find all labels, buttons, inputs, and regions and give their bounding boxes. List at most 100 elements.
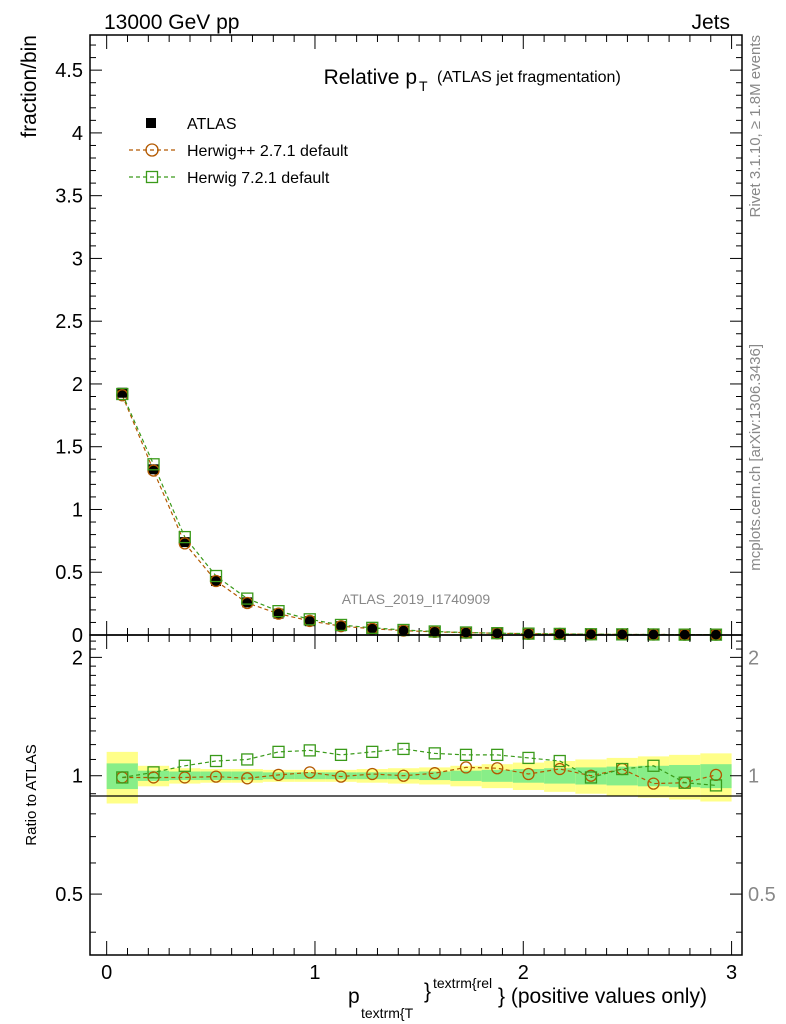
main-y-tick-label: 0 [72, 625, 83, 647]
main-title-rest: (ATLAS jet fragmentation) [437, 69, 621, 86]
herwig7-ratio-point [178, 759, 191, 772]
legend-marker-herwigpp [145, 143, 159, 157]
herwig7-point [553, 627, 566, 641]
atlas-data-point [242, 597, 253, 608]
herwig7-point [272, 605, 285, 618]
herwig7-ratio-point [428, 747, 441, 760]
herwig7-ratio-point [459, 748, 473, 762]
atlas-data-point [585, 629, 596, 640]
main-axis-ticks: 0 0.5 1 1.5 2 2.5 3 3.5 4 4.5 [55, 35, 742, 647]
herwig7-ratio-point [303, 744, 316, 757]
x-axis-label-main: p [348, 985, 360, 1008]
ratio-inner-band [669, 764, 701, 788]
herwigpp-ratio-point [491, 762, 504, 775]
herwig7-ratio-point [366, 745, 379, 759]
ratio-inner-band [137, 770, 170, 781]
herwig7-ratio-point [334, 748, 348, 762]
ratio-inner-band [325, 772, 357, 780]
herwig7-ratio-point [678, 776, 691, 789]
main-title: Relative p [324, 66, 417, 89]
ratio-y-tick-label-right: 0.5 [748, 884, 776, 906]
ratio-inner-band [231, 771, 263, 781]
x-axis-label-rest: } (positive values only) [498, 985, 707, 1008]
ratio-x-tick-label: 1 [309, 962, 320, 984]
herwigpp-ratio-point [178, 771, 191, 784]
ratio-inner-band [419, 771, 451, 781]
herwig7-ratio-point [272, 745, 285, 759]
ratio-y-tick-label-right: 1 [748, 766, 759, 788]
ratio-inner-band [512, 769, 545, 783]
legend-label-atlas: ATLAS [187, 116, 237, 133]
atlas-data-point [460, 627, 471, 638]
ratio-axis-ticks: 0.5 0.5 1 1 2 2 0 1 2 3 [55, 635, 776, 984]
herwigpp-ratio-point [553, 762, 566, 776]
atlas-data-point [429, 626, 440, 637]
herwig7-ratio-point [241, 753, 254, 766]
herwig7-point [241, 592, 254, 605]
ratio-inner-band [262, 772, 295, 780]
ratio-inner-band [200, 771, 232, 781]
main-y-tick-label: 0.5 [55, 562, 83, 584]
ratio-inner-band [294, 772, 326, 780]
ratio-series-layer [116, 742, 723, 792]
herwig7-ratio-point [647, 759, 660, 772]
herwig7-ratio-point [584, 771, 598, 784]
herwig7-ratio-point [147, 766, 160, 779]
atlas-data-point [554, 628, 565, 639]
ratio-inner-band [450, 770, 482, 781]
ratio-y-tick-label-right: 2 [748, 647, 759, 669]
mcplots-label: mcplots.cern.ch [arXiv:1306.3436] [747, 344, 764, 571]
legend-label-herwig7: Herwig 7.2.1 default [187, 170, 330, 187]
ratio-y-tick-label: 2 [72, 647, 83, 669]
legend-label-herwigpp: Herwig++ 2.7.1 default [187, 143, 349, 160]
atlas-data-point [523, 628, 534, 639]
atlas-data-point [367, 623, 378, 634]
ratio-y-tick-label: 0.5 [55, 884, 83, 906]
analysis-watermark: ATLAS_2019_I1740909 [342, 591, 491, 607]
herwig7-ratio-point [209, 754, 223, 768]
herwig7-ratio-point [709, 779, 723, 792]
herwigpp-ratio-point [459, 761, 473, 774]
herwig7-point [522, 627, 535, 640]
ratio-x-tick-label: 2 [518, 962, 529, 984]
herwigpp-point [147, 464, 160, 477]
main-y-tick-label: 2 [72, 374, 83, 396]
main-y-tick-label: 1 [72, 499, 83, 521]
herwig7-ratio-point [397, 742, 410, 756]
main-title-subscript: T [419, 78, 428, 94]
herwig7-ratio-point [553, 754, 566, 768]
herwigpp-ratio-point [522, 767, 535, 781]
herwig7-point [334, 618, 348, 632]
main-y-tick-label: 4 [72, 123, 83, 145]
rivet-label: Rivet 3.1.10, ≥ 1.8M events [747, 35, 764, 218]
herwigpp-ratio-point [303, 766, 316, 779]
ratio-inner-band [356, 772, 388, 780]
ratio-x-tick-label: 3 [726, 962, 737, 984]
herwig7-point [491, 627, 504, 640]
main-y-axis-label: fraction/bin [18, 35, 41, 138]
ratio-y-tick-label: 1 [72, 766, 83, 788]
main-y-tick-label: 2.5 [55, 311, 83, 333]
herwig7-point [147, 458, 160, 471]
herwig7-point [178, 530, 191, 544]
ratio-y-axis-label: Ratio to ATLAS [23, 744, 40, 845]
ratio-inner-band [481, 769, 513, 782]
atlas-data-point [336, 621, 347, 632]
ratio-panel: 0.5 0.5 1 1 2 2 0 1 2 3 Ratio to ATLAS p textrm{T… [23, 634, 776, 1021]
herwig7-point [303, 613, 316, 626]
atlas-data-point [304, 616, 315, 627]
herwig7-point [459, 626, 473, 639]
header-energy-label: 13000 GeV pp [104, 11, 239, 34]
herwigpp-ratio-point [428, 767, 441, 780]
herwigpp-ratio-point [272, 768, 285, 782]
herwigpp-ratio-point [366, 767, 379, 781]
herwig7-ratio-point [616, 762, 629, 776]
herwigpp-ratio-point [209, 770, 223, 783]
main-panel: 0 0.5 1 1.5 2 2.5 3 3.5 4 4.5 Relative p T (ATLAS… [18, 34, 743, 647]
ratio-inner-band [169, 771, 201, 781]
herwig7-point [366, 621, 379, 634]
herwigpp-ratio-point [334, 770, 348, 783]
herwig7-ratio-point [522, 751, 535, 765]
herwig7-point [428, 625, 441, 638]
herwig7-ratio-point [491, 748, 504, 762]
